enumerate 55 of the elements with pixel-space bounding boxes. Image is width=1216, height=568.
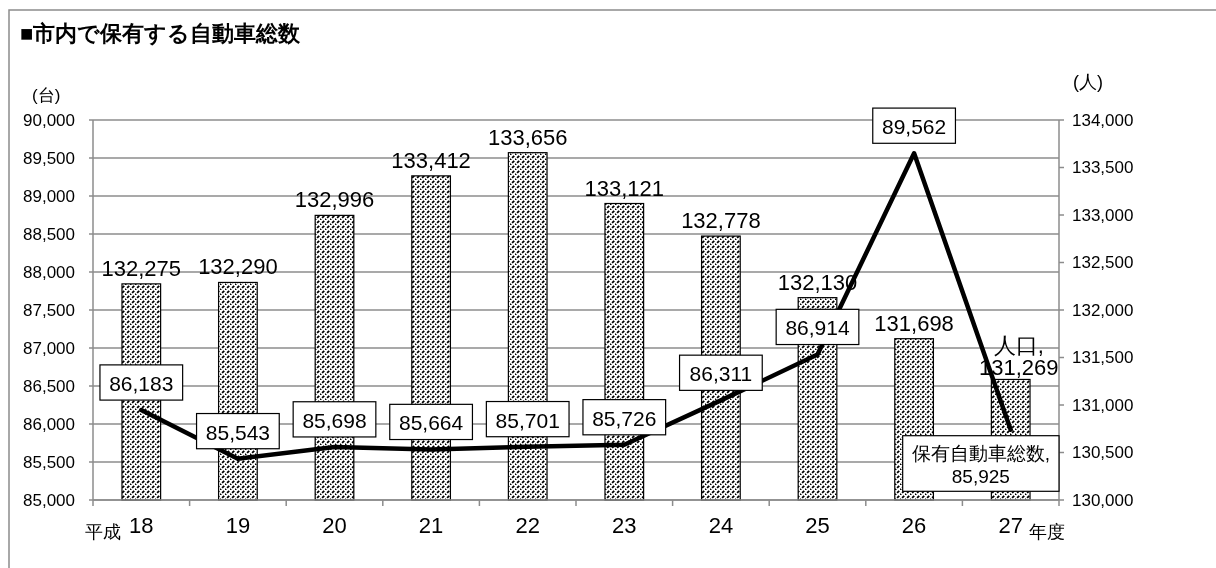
- data-label: 85,543: [205, 420, 271, 444]
- data-label: 132,275: [101, 255, 182, 281]
- y2-axis-title: (人): [1073, 72, 1103, 92]
- series-label: 保有自動車総数,: [911, 442, 1050, 464]
- y2-tick-label: 131,000: [1072, 395, 1134, 415]
- y2-tick-label: 132,500: [1072, 253, 1134, 273]
- series-label: 人口,: [993, 333, 1044, 359]
- x-tick-label: 22: [515, 513, 540, 538]
- x-tick-label: 23: [612, 513, 637, 538]
- y2-tick-label: 131,500: [1072, 348, 1134, 368]
- y-tick-label: 88,000: [23, 262, 75, 282]
- y2-tick-label: 132,000: [1072, 300, 1134, 320]
- data-label: 132,996: [294, 187, 375, 213]
- data-label: 132,290: [198, 254, 278, 280]
- data-label: 89,562: [881, 115, 947, 139]
- x-tick-label: 19: [225, 513, 251, 538]
- y-tick-label: 90,000: [23, 110, 75, 130]
- y-tick-label: 85,000: [23, 490, 75, 510]
- text: 平成: [85, 522, 122, 542]
- y2-tick-label: 133,000: [1072, 205, 1134, 225]
- text: 年度: [1028, 522, 1065, 542]
- data-label: 86,183: [109, 371, 174, 395]
- x-tick-label: 20: [322, 513, 347, 538]
- x-tick-label: 21: [418, 513, 444, 538]
- y2-tick-label: 134,000: [1072, 110, 1134, 130]
- y2-tick-label: 133,500: [1072, 158, 1134, 178]
- y2-tick-label: 130,500: [1072, 443, 1134, 463]
- y-tick-label: 89,000: [23, 186, 75, 206]
- y2-tick-label: 130,000: [1072, 490, 1134, 510]
- data-label: 85,698: [302, 408, 367, 432]
- y-tick-label: 87,000: [23, 338, 75, 358]
- y-tick-label: 89,500: [23, 148, 75, 168]
- y-tick-label: 87,500: [23, 300, 75, 320]
- y-axis-title: (台): [32, 86, 61, 105]
- data-label: 132,778: [681, 208, 761, 234]
- x-tick-label: 26: [901, 513, 927, 538]
- y-tick-label: 88,500: [23, 224, 75, 244]
- data-label: 133,121: [584, 175, 665, 201]
- data-label: 133,412: [391, 147, 471, 173]
- y-tick-label: 85,500: [23, 452, 75, 472]
- y-tick-label: 86,500: [23, 376, 75, 396]
- data-label: 86,914: [785, 316, 850, 340]
- data-label: 85,726: [592, 406, 657, 430]
- data-label: 86,311: [689, 362, 753, 386]
- x-tick-label: 25: [805, 513, 830, 538]
- data-label: 131,698: [874, 310, 954, 336]
- x-tick-label: 27: [998, 513, 1023, 538]
- data-label: 133,656: [487, 124, 568, 150]
- data-label: 85,701: [495, 408, 560, 432]
- data-label: 85,664: [398, 411, 464, 435]
- chart-title: ■市内で保有する自動車総数: [20, 21, 302, 46]
- x-tick-label: 24: [708, 513, 734, 538]
- y-tick-label: 86,000: [23, 414, 75, 434]
- x-tick-label: 18: [129, 513, 154, 538]
- data-label: 85,925: [951, 465, 1010, 487]
